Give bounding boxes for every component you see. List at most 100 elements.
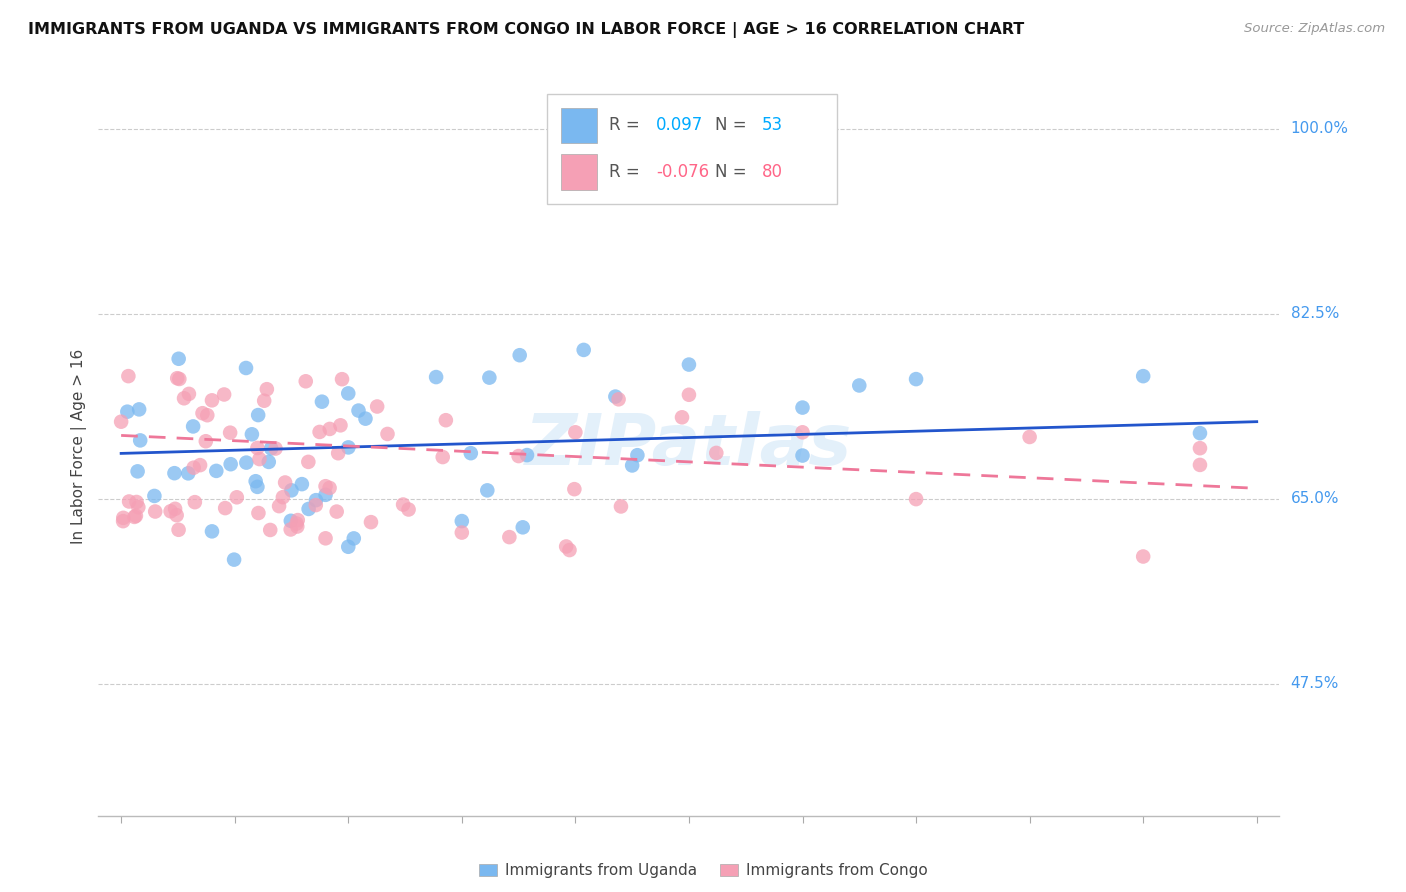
Point [219, 425, 242, 440]
Point [392, 498, 415, 512]
Point [425, 370, 447, 384]
Point [194, 434, 217, 449]
FancyBboxPatch shape [561, 108, 596, 144]
Point [177, 387, 200, 401]
Point [329, 418, 352, 433]
Point [558, 543, 581, 558]
Point [308, 425, 330, 439]
Point [165, 501, 187, 516]
Text: IMMIGRANTS FROM UGANDA VS IMMIGRANTS FROM CONGO IN LABOR FORCE | AGE > 16 CORREL: IMMIGRANTS FROM UGANDA VS IMMIGRANTS FRO… [28, 22, 1025, 38]
Point [127, 464, 149, 478]
Point [315, 479, 337, 493]
Point [678, 358, 700, 372]
Point [128, 402, 150, 417]
Point [564, 482, 586, 496]
Point [398, 502, 420, 516]
Point [318, 481, 340, 495]
Point [337, 386, 360, 401]
Point [311, 394, 333, 409]
Point [478, 370, 501, 384]
Point [245, 474, 267, 488]
Point [610, 500, 633, 514]
Point [607, 392, 630, 407]
Point [257, 455, 280, 469]
Point [285, 516, 308, 531]
Point [110, 415, 132, 429]
Point [166, 508, 188, 523]
Point [450, 525, 472, 540]
Point [256, 382, 278, 396]
Point [181, 419, 204, 434]
Point [792, 425, 814, 440]
Text: 100.0%: 100.0% [1291, 121, 1348, 136]
FancyBboxPatch shape [547, 95, 837, 204]
Point [337, 540, 360, 554]
Point [347, 403, 370, 417]
Point [460, 446, 482, 460]
Point [166, 371, 188, 385]
FancyBboxPatch shape [561, 154, 596, 190]
Point [671, 410, 693, 425]
Point [219, 457, 242, 471]
Point [247, 506, 270, 520]
Text: 80: 80 [762, 163, 783, 181]
Point [498, 530, 520, 544]
Text: N =: N = [714, 163, 752, 181]
Point [287, 513, 309, 527]
Text: R =: R = [609, 117, 644, 135]
Point [516, 448, 538, 462]
Point [605, 390, 627, 404]
Point [315, 531, 337, 545]
Point [183, 460, 205, 475]
Point [377, 426, 399, 441]
Point [555, 540, 578, 554]
Point [621, 458, 644, 473]
Point [127, 500, 149, 515]
Point [212, 387, 235, 401]
Text: 65.0%: 65.0% [1291, 491, 1339, 507]
Point [264, 442, 287, 456]
Point [247, 408, 270, 422]
Point [124, 509, 146, 524]
Point [360, 515, 382, 529]
Point [143, 489, 166, 503]
Point [159, 504, 181, 518]
Text: R =: R = [609, 163, 644, 181]
Text: -0.076: -0.076 [655, 163, 709, 181]
Text: ZIPatlas: ZIPatlas [526, 411, 852, 481]
Y-axis label: In Labor Force | Age > 16: In Labor Force | Age > 16 [72, 349, 87, 543]
Point [112, 514, 135, 528]
Point [260, 442, 283, 456]
Point [325, 505, 347, 519]
Point [1188, 441, 1211, 455]
Point [343, 532, 366, 546]
Point [848, 378, 870, 392]
Point [117, 369, 139, 384]
Point [280, 523, 302, 537]
Point [297, 455, 319, 469]
Point [366, 400, 388, 414]
Point [509, 348, 531, 362]
Point [1018, 430, 1040, 444]
Text: 53: 53 [762, 117, 783, 135]
Point [271, 490, 294, 504]
Text: Source: ZipAtlas.com: Source: ZipAtlas.com [1244, 22, 1385, 36]
Point [291, 477, 314, 491]
Point [177, 467, 200, 481]
Point [285, 519, 308, 533]
Point [184, 495, 207, 509]
Point [294, 374, 316, 388]
Point [240, 427, 263, 442]
Point [315, 488, 337, 502]
Point [305, 498, 328, 512]
Point [201, 524, 224, 539]
Point [704, 446, 727, 460]
Point [450, 514, 472, 528]
Point [792, 401, 814, 415]
Point [167, 351, 190, 366]
Point [274, 475, 297, 490]
Point [330, 372, 353, 386]
Point [905, 372, 928, 386]
Point [512, 520, 534, 534]
Text: 82.5%: 82.5% [1291, 306, 1339, 321]
